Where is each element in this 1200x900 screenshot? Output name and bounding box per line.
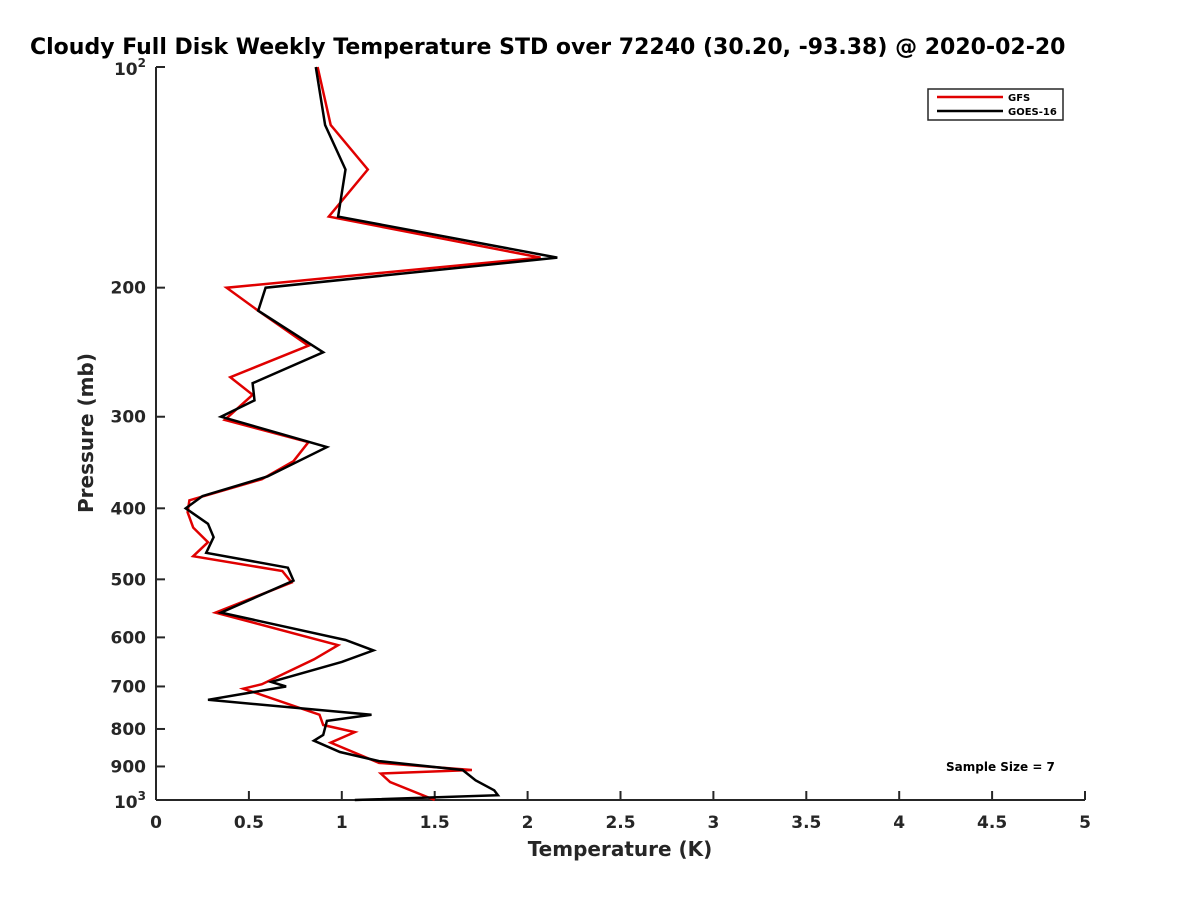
legend-label: GFS [1008, 93, 1030, 104]
chart-title: Cloudy Full Disk Weekly Temperature STD … [30, 35, 1065, 60]
x-tick-label: 4.5 [977, 813, 1007, 833]
legend-label: GOES-16 [1008, 107, 1057, 118]
y-tick-exponent: 3 [138, 789, 146, 803]
x-tick-label: 0.5 [234, 813, 264, 833]
y-tick-base: 10 [114, 793, 138, 813]
series-group [183, 66, 558, 802]
y-tick-base: 10 [114, 60, 138, 80]
y-tick-label: 500 [111, 570, 147, 590]
y-tick-label: 200 [111, 279, 147, 299]
y-tick-label: 700 [111, 677, 147, 697]
y-tick-label: 300 [111, 408, 147, 428]
x-ticks: 0 0.5 1 1.5 2 2.5 3 3.5 4 4.5 5 [150, 791, 1091, 833]
x-tick-label: 5 [1079, 813, 1091, 833]
y-tick-label: 900 [111, 757, 147, 777]
y-tick-label: 400 [111, 499, 147, 519]
x-tick-label: 1.5 [420, 813, 450, 833]
x-tick-label: 0 [150, 813, 162, 833]
y-tick-label: 600 [111, 628, 147, 648]
y-tick-label: 102 [114, 56, 146, 80]
x-tick-label: 1 [336, 813, 348, 833]
x-tick-label: 3 [707, 813, 719, 833]
sample-size-annotation: Sample Size = 7 [946, 760, 1055, 774]
x-tick-label: 2.5 [605, 813, 635, 833]
series-line-gfs [186, 66, 541, 802]
x-tick-label: 3.5 [791, 813, 821, 833]
y-tick-label: 800 [111, 720, 147, 740]
y-tick-exponent: 2 [138, 56, 146, 70]
legend-box [927, 88, 1064, 121]
axes [155, 67, 1085, 801]
series-line-goes-16 [183, 66, 558, 802]
y-tick-label: 103 [114, 789, 146, 813]
x-axis-label: Temperature (K) [528, 837, 713, 861]
x-tick-label: 4 [893, 813, 905, 833]
y-axis-label: Pressure (mb) [74, 353, 98, 513]
x-tick-label: 2 [522, 813, 534, 833]
legend: GFS GOES-16 [927, 88, 1064, 121]
